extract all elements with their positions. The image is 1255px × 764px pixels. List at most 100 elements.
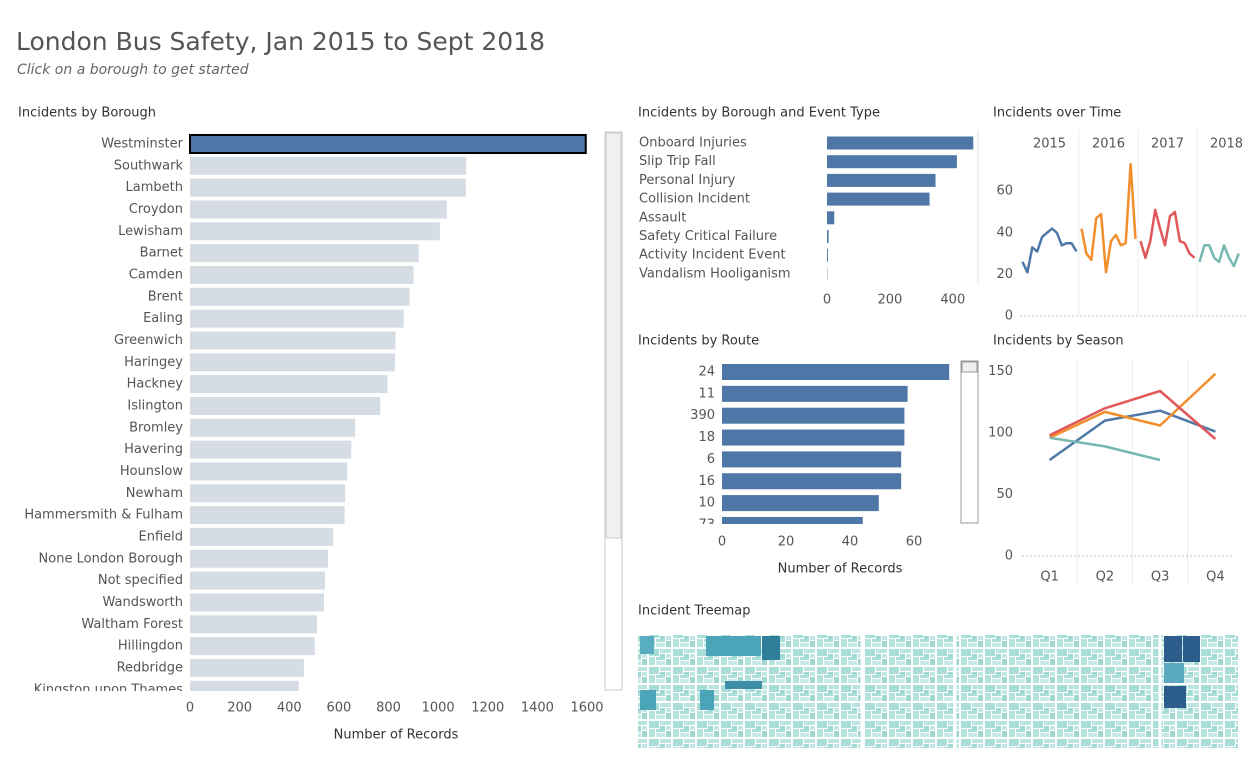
x-axis-label: Number of Records — [334, 728, 459, 743]
bar[interactable] — [190, 178, 466, 197]
x-tick-label: 0 — [823, 293, 831, 308]
y-tick-label: Kingston upon Thames — [34, 682, 183, 697]
bar[interactable] — [190, 440, 352, 459]
scrollbar[interactable] — [960, 360, 979, 524]
bar[interactable] — [190, 637, 315, 656]
column-header: 2018 — [1210, 137, 1243, 152]
scrollbar-thumb[interactable] — [961, 361, 978, 373]
chart-title: Incidents over Time — [993, 106, 1121, 121]
y-tick-label: Hammersmith & Fulham — [24, 508, 183, 523]
line-series — [1080, 162, 1137, 274]
bar[interactable] — [827, 173, 936, 187]
chart-title: Incidents by Borough — [18, 106, 156, 121]
line-series — [1049, 389, 1217, 440]
bar[interactable] — [722, 495, 879, 512]
bar[interactable] — [190, 200, 447, 219]
bar[interactable] — [722, 385, 908, 402]
treemap-cell — [762, 636, 780, 660]
bar[interactable] — [190, 287, 410, 306]
bar[interactable] — [190, 527, 334, 546]
bar[interactable] — [190, 353, 395, 372]
bar[interactable] — [190, 265, 414, 284]
treemap-cell — [706, 636, 761, 656]
bar[interactable] — [722, 451, 902, 468]
bar[interactable] — [190, 680, 299, 699]
treemap-cell — [700, 690, 714, 710]
x-tick-label: 400 — [940, 293, 965, 308]
bar[interactable] — [827, 136, 974, 150]
treemap-cell — [640, 690, 656, 710]
bar[interactable] — [190, 244, 419, 263]
column-header: 2017 — [1151, 137, 1184, 152]
y-tick-label: 390 — [690, 408, 715, 423]
y-tick-label: Hillingdon — [118, 639, 183, 654]
x-tick-label: 400 — [277, 701, 302, 716]
y-tick-label: Westminster — [101, 137, 183, 152]
x-axis-label: Number of Records — [778, 562, 903, 577]
treemap-cell — [1164, 663, 1184, 683]
bar[interactable] — [189, 134, 587, 154]
treemap-cell — [1164, 636, 1182, 662]
bar[interactable] — [190, 418, 356, 437]
bar[interactable] — [827, 230, 829, 243]
line-series — [1198, 244, 1240, 268]
bar[interactable] — [190, 484, 346, 503]
dashboard-subtitle: Click on a borough to get started — [17, 62, 249, 78]
y-tick-label: Havering — [124, 442, 183, 457]
y-tick-label: Assault — [639, 210, 686, 225]
y-tick-label: Brent — [148, 289, 183, 304]
x-tick-label: 600 — [326, 701, 351, 716]
y-tick-label: 40 — [996, 225, 1013, 240]
bar[interactable] — [827, 248, 828, 262]
chart-title: Incident Treemap — [638, 604, 751, 619]
bar[interactable] — [190, 375, 388, 394]
y-tick-label: Wandsworth — [102, 595, 183, 610]
y-tick-label: Activity Incident Event — [639, 248, 786, 263]
y-tick-label: Lambeth — [126, 180, 183, 195]
treemap-cell — [1183, 636, 1200, 662]
bar[interactable] — [190, 156, 467, 175]
line-series — [1139, 208, 1196, 260]
y-tick-label: Waltham Forest — [81, 617, 183, 632]
bar[interactable] — [190, 615, 318, 634]
column-header: 2015 — [1033, 137, 1066, 152]
bar[interactable] — [722, 364, 950, 380]
bar[interactable] — [722, 516, 863, 533]
y-tick-label: Not specified — [98, 573, 183, 588]
bar[interactable] — [190, 549, 328, 568]
bar[interactable] — [190, 309, 404, 328]
bar[interactable] — [190, 222, 440, 241]
y-tick-label: Personal Injury — [639, 173, 736, 188]
x-tick-label: 1600 — [570, 701, 603, 716]
bar[interactable] — [722, 407, 905, 424]
bar[interactable] — [190, 331, 396, 350]
x-tick-label: 1400 — [521, 701, 554, 716]
y-tick-label: 50 — [996, 487, 1013, 502]
y-tick-label: Enfield — [138, 529, 183, 544]
plot: 24 11 390 18 6 16 10 73 — [690, 364, 950, 533]
bar[interactable] — [827, 192, 930, 206]
bar[interactable] — [190, 658, 304, 677]
bar[interactable] — [827, 155, 957, 169]
bar[interactable] — [827, 211, 835, 225]
y-tick-label: 18 — [698, 430, 715, 445]
y-tick-label: 150 — [988, 364, 1013, 379]
scrollbar-thumb[interactable] — [605, 132, 622, 539]
bar[interactable] — [190, 396, 381, 415]
bar[interactable] — [190, 506, 345, 525]
y-tick-label: 100 — [988, 425, 1013, 440]
y-tick-label: 6 — [707, 452, 715, 467]
x-tick-label: 20 — [778, 535, 795, 550]
y-tick-label: Slip Trip Fall — [639, 154, 716, 169]
y-tick-label: None London Borough — [39, 551, 183, 566]
bar[interactable] — [190, 571, 325, 590]
dashboard-title: London Bus Safety, Jan 2015 to Sept 2018 — [16, 27, 545, 56]
chart-title: Incidents by Borough and Event Type — [638, 106, 880, 121]
bar[interactable] — [722, 473, 902, 490]
bar[interactable] — [722, 429, 905, 446]
bar[interactable] — [190, 593, 324, 612]
y-tick-label: Haringey — [124, 355, 183, 370]
bar[interactable] — [190, 462, 348, 481]
